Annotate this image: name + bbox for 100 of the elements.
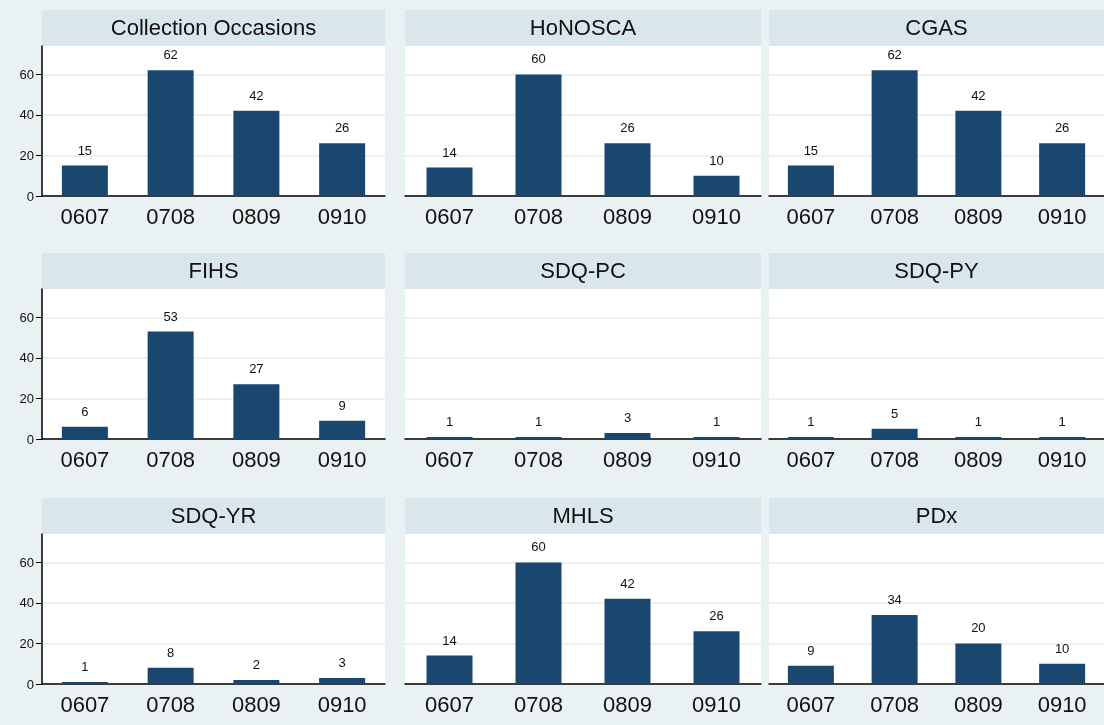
- x-tick-label: 0910: [317, 446, 367, 472]
- x-tick-label: 0607: [60, 446, 110, 472]
- x-tick-label: 0607: [60, 203, 110, 229]
- data-label: 1: [807, 413, 815, 429]
- bar: [1039, 663, 1086, 684]
- x-tick-label: 0708: [146, 203, 196, 229]
- data-label: 9: [807, 642, 815, 658]
- bar: [319, 143, 366, 196]
- bar: [693, 631, 740, 684]
- x-tick-label: 0809: [231, 446, 281, 472]
- data-label: 14: [442, 144, 457, 160]
- data-label: 10: [1054, 640, 1070, 656]
- x-tick-label: 0607: [786, 446, 836, 472]
- y-tick-label: 20: [19, 147, 34, 163]
- data-label: 3: [338, 654, 346, 670]
- data-label: 2: [252, 656, 260, 672]
- bar: [61, 426, 108, 439]
- x-tick-label: 0910: [317, 203, 367, 229]
- y-tick-label: 40: [19, 107, 34, 123]
- bar: [233, 110, 280, 196]
- x-tick-label: 0607: [425, 691, 474, 717]
- data-label: 14: [442, 632, 457, 648]
- y-tick-label: 0: [26, 188, 34, 204]
- bar: [955, 643, 1002, 684]
- y-tick-label: 60: [19, 66, 34, 82]
- x-tick-label: 0708: [514, 446, 563, 472]
- y-tick-label: 40: [19, 350, 34, 366]
- x-tick-label: 0809: [603, 203, 652, 229]
- bar: [61, 681, 108, 684]
- data-label: 42: [249, 87, 264, 103]
- data-label: 1: [712, 413, 721, 429]
- x-tick-label: 0809: [603, 446, 652, 472]
- data-label: 1: [534, 413, 543, 429]
- x-tick-label: 0910: [1037, 691, 1087, 717]
- data-label: 62: [163, 47, 178, 63]
- data-label: 34: [887, 592, 902, 608]
- bar: [61, 165, 108, 196]
- x-tick-label: 0910: [692, 446, 741, 472]
- data-label: 20: [971, 620, 986, 636]
- data-label: 8: [167, 644, 175, 660]
- bar: [515, 74, 562, 196]
- data-label: 15: [803, 142, 819, 158]
- x-tick-label: 0708: [514, 691, 563, 717]
- x-tick-label: 0607: [60, 691, 110, 717]
- data-label: 60: [531, 51, 546, 67]
- bar: [955, 110, 1002, 196]
- x-tick-label: 0809: [231, 691, 281, 717]
- bar: [515, 562, 562, 684]
- data-label: 53: [163, 308, 178, 324]
- data-label: 10: [709, 152, 724, 168]
- x-tick-label: 0809: [953, 446, 1003, 472]
- x-tick-label: 0708: [514, 203, 563, 229]
- bar: [787, 165, 834, 196]
- data-label: 26: [1054, 120, 1070, 136]
- bar: [233, 384, 280, 439]
- bar: [871, 615, 918, 684]
- chart-title: MHLS: [405, 498, 761, 534]
- bar: [233, 679, 280, 684]
- data-label: 1: [81, 658, 89, 674]
- bar: [147, 70, 194, 196]
- x-tick-label: 0607: [425, 203, 474, 229]
- bar: [693, 175, 740, 196]
- x-tick-label: 0708: [146, 691, 196, 717]
- x-tick-label: 0910: [692, 691, 741, 717]
- data-label: 26: [620, 120, 635, 136]
- x-tick-label: 0607: [786, 691, 836, 717]
- data-label: 62: [887, 47, 902, 63]
- x-tick-label: 0708: [870, 446, 920, 472]
- bar: [147, 667, 194, 684]
- x-tick-label: 0607: [786, 203, 836, 229]
- chart-title: HoNOSCA: [405, 10, 761, 46]
- chart-title: FIHS: [42, 253, 385, 289]
- y-tick-label: 60: [19, 309, 34, 325]
- y-tick-label: 20: [19, 390, 34, 406]
- x-tick-label: 0809: [953, 691, 1003, 717]
- data-label: 1: [974, 413, 982, 429]
- x-tick-label: 0910: [1037, 446, 1087, 472]
- x-tick-label: 0607: [425, 446, 474, 472]
- data-label: 5: [891, 405, 899, 421]
- bar: [147, 331, 194, 439]
- bar: [426, 167, 473, 196]
- bar: [319, 677, 366, 684]
- data-label: 1: [1058, 413, 1066, 429]
- y-tick-label: 60: [19, 554, 34, 570]
- x-tick-label: 0809: [231, 203, 281, 229]
- data-label: 60: [531, 539, 546, 555]
- data-label: 42: [971, 87, 986, 103]
- x-tick-label: 0708: [146, 446, 196, 472]
- bar: [426, 655, 473, 684]
- x-tick-label: 0708: [870, 691, 920, 717]
- x-tick-label: 0708: [870, 203, 920, 229]
- data-label: 3: [623, 409, 632, 425]
- data-label: 42: [620, 575, 635, 591]
- bar: [319, 420, 366, 439]
- chart-title: SDQ-PY: [769, 253, 1104, 289]
- data-label: 27: [249, 361, 264, 377]
- data-label: 26: [334, 120, 350, 136]
- data-label: 9: [338, 397, 346, 413]
- y-tick-label: 20: [19, 635, 34, 651]
- bar: [871, 70, 918, 196]
